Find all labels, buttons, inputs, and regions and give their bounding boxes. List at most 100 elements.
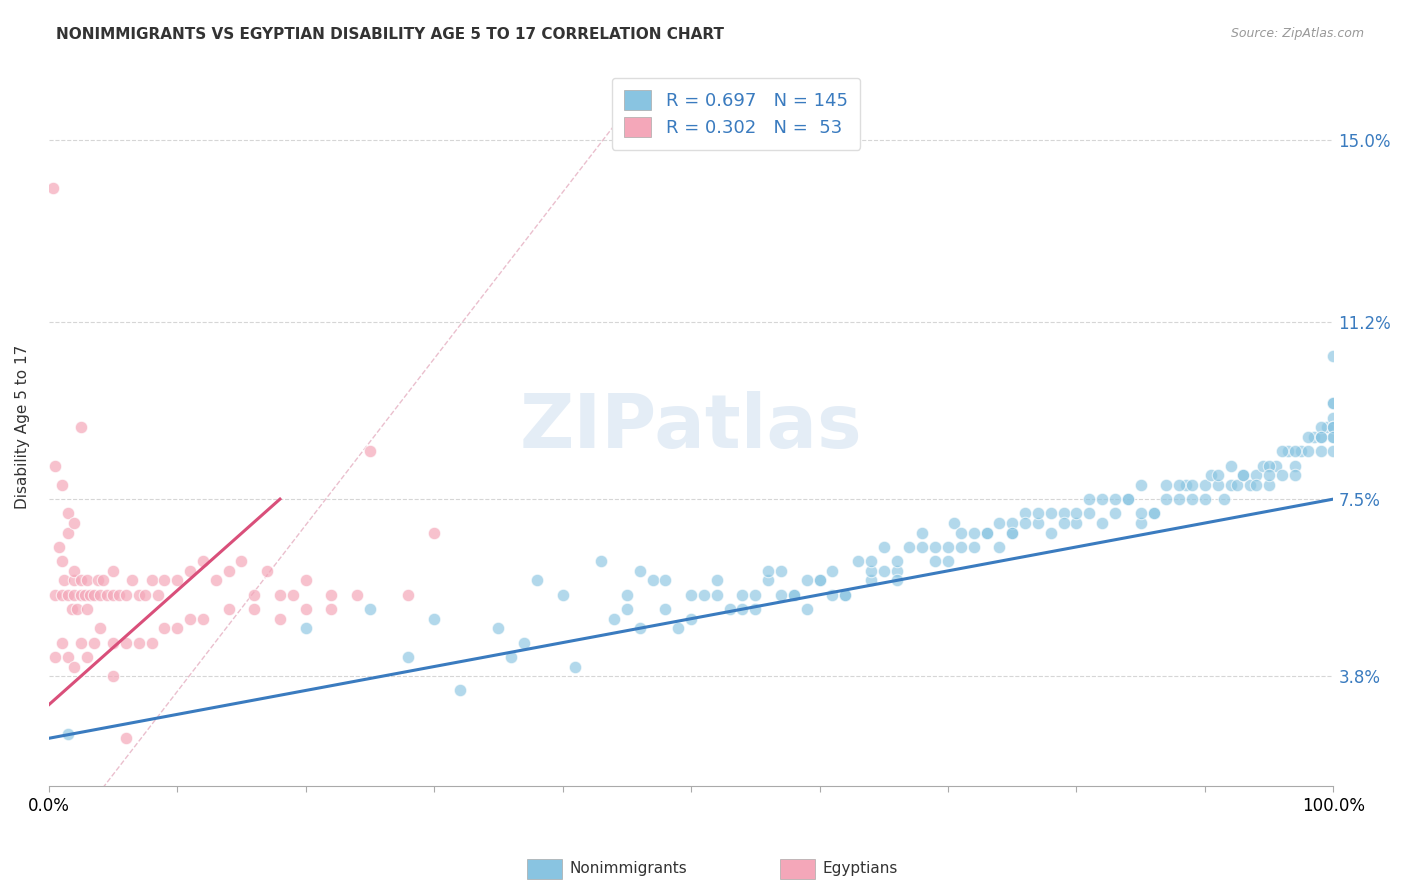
Point [846,554,869,568]
Point [359,602,381,616]
Point [769,588,792,602]
Point [769,564,792,578]
Point [859,554,882,568]
Legend: R = 0.697   N = 145, R = 0.302   N =  53: R = 0.697 N = 145, R = 0.302 N = 53 [612,78,860,150]
Point [1246,468,1268,483]
Point [41,181,63,195]
Point [48,540,70,554]
Point [51,554,73,568]
Point [56,726,79,740]
Point [63,574,86,588]
Point [1296,430,1319,444]
Point [191,554,214,568]
Point [1014,516,1036,530]
Point [76,602,98,616]
Point [1322,430,1344,444]
Point [1322,420,1344,434]
Point [1104,492,1126,507]
Point [744,588,766,602]
Point [141,574,163,588]
Point [1277,444,1299,458]
Point [108,588,131,602]
Point [56,525,79,540]
Point [911,525,934,540]
Point [256,564,278,578]
Point [1303,430,1326,444]
Point [796,574,818,588]
Point [294,621,316,635]
Point [449,683,471,698]
Point [756,564,779,578]
Point [963,525,986,540]
Point [988,540,1011,554]
Point [1322,396,1344,410]
Point [321,602,343,616]
Point [1258,477,1281,491]
Point [641,574,664,588]
Point [1129,507,1152,521]
Point [1104,507,1126,521]
Point [654,602,676,616]
Point [796,602,818,616]
Point [398,650,420,665]
Point [1284,468,1306,483]
Point [166,574,188,588]
Point [1001,525,1024,540]
Point [141,635,163,649]
Point [1322,430,1344,444]
Point [1322,444,1344,458]
Point [616,602,638,616]
Point [1232,468,1254,483]
Point [114,731,136,746]
Point [114,635,136,649]
Point [513,635,536,649]
Point [56,650,79,665]
Text: Egyptians: Egyptians [823,862,898,876]
Point [551,588,574,602]
Point [398,588,420,602]
Point [1258,458,1281,473]
Point [51,477,73,491]
Point [1206,468,1229,483]
Point [1284,444,1306,458]
Point [101,635,124,649]
Point [616,588,638,602]
Point [76,574,98,588]
Point [1322,396,1344,410]
Point [1091,492,1114,507]
Point [153,621,176,635]
Point [628,621,651,635]
Point [1052,507,1074,521]
Point [76,650,98,665]
Point [756,574,779,588]
Point [1001,516,1024,530]
Point [83,588,105,602]
Point [526,574,548,588]
Point [681,612,703,626]
Point [231,554,253,568]
Point [1284,458,1306,473]
Point [1232,468,1254,483]
Point [1116,492,1139,507]
Point [146,588,169,602]
Point [1026,507,1049,521]
Point [943,516,966,530]
Point [91,574,114,588]
Point [1201,468,1223,483]
Point [1316,420,1339,434]
Text: ZIPatlas: ZIPatlas [520,391,862,464]
Point [128,635,150,649]
Point [591,554,613,568]
Point [1296,444,1319,458]
Point [1168,492,1191,507]
Point [1039,507,1062,521]
Text: NONIMMIGRANTS VS EGYPTIAN DISABILITY AGE 5 TO 17 CORRELATION CHART: NONIMMIGRANTS VS EGYPTIAN DISABILITY AGE… [56,27,724,42]
Point [1226,477,1249,491]
Point [101,669,124,683]
Point [988,516,1011,530]
Point [873,564,896,578]
Point [936,540,959,554]
Point [603,612,626,626]
Point [1168,477,1191,491]
Point [681,588,703,602]
